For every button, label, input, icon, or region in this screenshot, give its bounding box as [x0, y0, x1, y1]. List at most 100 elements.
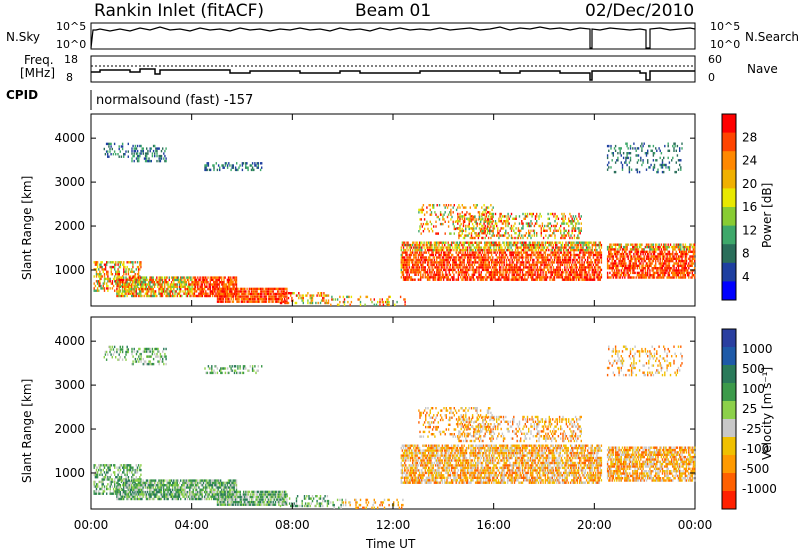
data-cell [236, 292, 238, 296]
data-cell [145, 283, 148, 286]
data-cell [523, 266, 525, 269]
data-cell [449, 266, 452, 269]
data-cell [441, 271, 444, 274]
data-cell [666, 264, 668, 267]
data-cell [538, 224, 540, 228]
data-cell [536, 246, 539, 249]
data-cell [415, 273, 417, 276]
data-cell [199, 276, 201, 279]
data-cell [442, 251, 445, 254]
data-cell [209, 283, 211, 286]
data-cell [116, 284, 118, 288]
data-cell [533, 251, 535, 254]
data-cell [573, 268, 575, 272]
data-cell [441, 243, 444, 247]
data-cell [565, 258, 567, 262]
data-cell [401, 266, 404, 269]
data-cell [222, 281, 224, 284]
data-cell [455, 248, 457, 252]
data-cell [135, 292, 137, 295]
data-cell [542, 258, 544, 262]
data-cell [439, 211, 442, 214]
data-cell [629, 259, 632, 263]
data-cell [129, 285, 132, 288]
data-cell [621, 271, 624, 275]
data-cell [573, 234, 576, 237]
data-cell [687, 252, 689, 256]
data-cell [519, 271, 521, 274]
data-cell [480, 266, 482, 269]
data-cell [436, 261, 438, 264]
data-cell [590, 241, 592, 244]
data-cell [254, 300, 256, 303]
data-cell [205, 285, 207, 288]
data-cell [629, 267, 632, 270]
data-cell [479, 230, 482, 233]
data-cell [589, 278, 591, 281]
data-cell [144, 278, 147, 282]
data-cell [642, 276, 644, 279]
data-cell [561, 268, 564, 272]
data-cell [407, 258, 409, 262]
data-cell [462, 220, 465, 223]
data-cell [514, 232, 516, 235]
data-cell [630, 259, 633, 263]
data-cell [494, 251, 496, 254]
data-cell [132, 261, 134, 264]
data-cell [216, 300, 219, 303]
data-cell [576, 236, 578, 240]
data-cell [563, 251, 565, 254]
data-cell [529, 253, 532, 257]
data-cell [137, 270, 140, 273]
data-cell [509, 271, 511, 274]
data-cell [133, 294, 135, 298]
data-cell [442, 241, 445, 244]
data-cell [597, 256, 599, 259]
data-cell [525, 256, 527, 259]
data-cell [520, 246, 523, 249]
data-cell [123, 265, 125, 269]
data-cell [597, 276, 599, 279]
data-cell [648, 252, 650, 256]
data-cell [121, 281, 124, 284]
data-cell [420, 208, 422, 212]
data-cell [106, 284, 108, 288]
data-cell [421, 251, 423, 254]
data-cell [663, 274, 665, 277]
data-cell [406, 268, 408, 272]
data-cell [471, 266, 473, 269]
data-cell [550, 276, 552, 279]
data-cell [509, 241, 511, 244]
data-cell [596, 251, 598, 254]
data-cell [462, 241, 464, 244]
data-cell [484, 215, 486, 219]
data-cell [634, 264, 636, 267]
data-cell [576, 271, 579, 274]
data-cell [127, 142, 129, 146]
data-cell [161, 278, 164, 282]
data-cell [493, 246, 495, 249]
data-cell [112, 153, 115, 156]
data-cell [613, 264, 616, 267]
data-cell [277, 297, 279, 301]
data-cell [462, 268, 464, 272]
data-cell [666, 245, 668, 249]
data-cell [582, 263, 584, 267]
data-cell [230, 297, 232, 301]
data-cell [436, 256, 438, 259]
data-cell [487, 215, 490, 218]
data-cell [236, 300, 238, 303]
data-cell [611, 264, 613, 267]
data-cell [231, 278, 233, 282]
data-cell [614, 271, 617, 275]
data-cell [169, 292, 172, 295]
data-cell [131, 159, 133, 163]
data-cell [165, 147, 167, 150]
data-cell [103, 289, 106, 292]
data-cell [136, 276, 139, 279]
data-cell [227, 290, 229, 293]
data-cell [627, 255, 629, 258]
data-cell [596, 273, 598, 276]
data-cell [508, 258, 510, 262]
data-cell [221, 278, 223, 282]
